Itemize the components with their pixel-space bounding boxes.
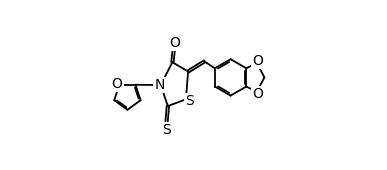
Text: N: N [154, 78, 165, 92]
Text: O: O [111, 77, 123, 91]
Text: S: S [162, 123, 171, 137]
Text: O: O [252, 54, 263, 68]
Text: O: O [252, 87, 263, 101]
Text: S: S [185, 94, 194, 108]
Text: O: O [170, 36, 180, 50]
